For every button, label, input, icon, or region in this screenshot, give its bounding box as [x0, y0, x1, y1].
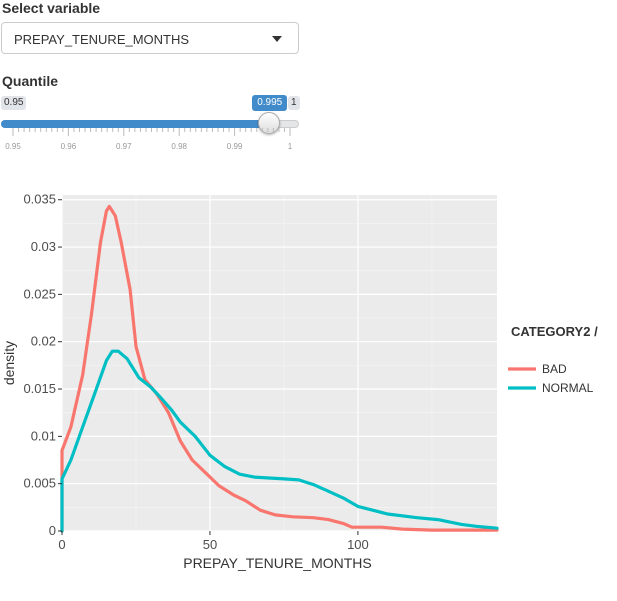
y-tick-label: 0.01	[31, 428, 56, 443]
slider-tick-label: 0.98	[171, 142, 187, 151]
y-tick-label: 0.005	[23, 476, 56, 491]
slider-value-label: 0.995	[252, 95, 288, 111]
slider-max-label: 1	[288, 96, 300, 110]
y-tick-label: 0.035	[23, 192, 56, 207]
legend-label-normal: NORMAL	[542, 381, 594, 395]
series-line-bad	[60, 204, 499, 533]
density-chart: 0 0.005 0.01 0.015 0.02 0.025 0.03 0.035 0 50 100 P…	[1, 192, 598, 571]
series-line-normal	[60, 349, 499, 533]
quantile-label: Quantile	[2, 73, 59, 89]
slider-tick-label: 0.95	[5, 142, 21, 151]
y-tick-label: 0	[49, 523, 56, 538]
quantile-slider-fill	[1, 120, 270, 128]
y-tick-label: 0.025	[23, 286, 56, 301]
variable-select-value: PREPAY_TENURE_MONTHS	[14, 32, 190, 47]
y-tick-label: 0.02	[31, 334, 56, 349]
legend-title: CATEGORY2 /	[511, 324, 598, 339]
y-axis-title: density	[1, 341, 17, 385]
slider-grid: 0.95 0.96 0.97 0.98 0.99 1	[5, 128, 293, 151]
x-tick-label: 100	[347, 537, 369, 552]
y-tick-label: 0.03	[31, 239, 56, 254]
plot-panel	[62, 195, 497, 531]
x-tick-label: 50	[203, 537, 217, 552]
slider-tick-label: 0.97	[116, 142, 132, 151]
select-variable-label: Select variable	[2, 0, 101, 16]
slider-tick-label: 0.96	[61, 142, 77, 151]
slider-tick-label: 0.99	[227, 142, 243, 151]
quantile-slider-handle[interactable]	[258, 112, 281, 134]
slider-min-label: 0.95	[1, 96, 27, 110]
slider-tick-label: 1	[288, 142, 293, 151]
chevron-down-icon[interactable]	[272, 36, 282, 42]
x-axis-title: PREPAY_TENURE_MONTHS	[183, 555, 372, 571]
legend-label-bad: BAD	[542, 362, 567, 376]
x-tick-label: 0	[58, 537, 65, 552]
variable-select[interactable]: PREPAY_TENURE_MONTHS	[1, 22, 299, 54]
y-tick-label: 0.015	[23, 381, 56, 396]
